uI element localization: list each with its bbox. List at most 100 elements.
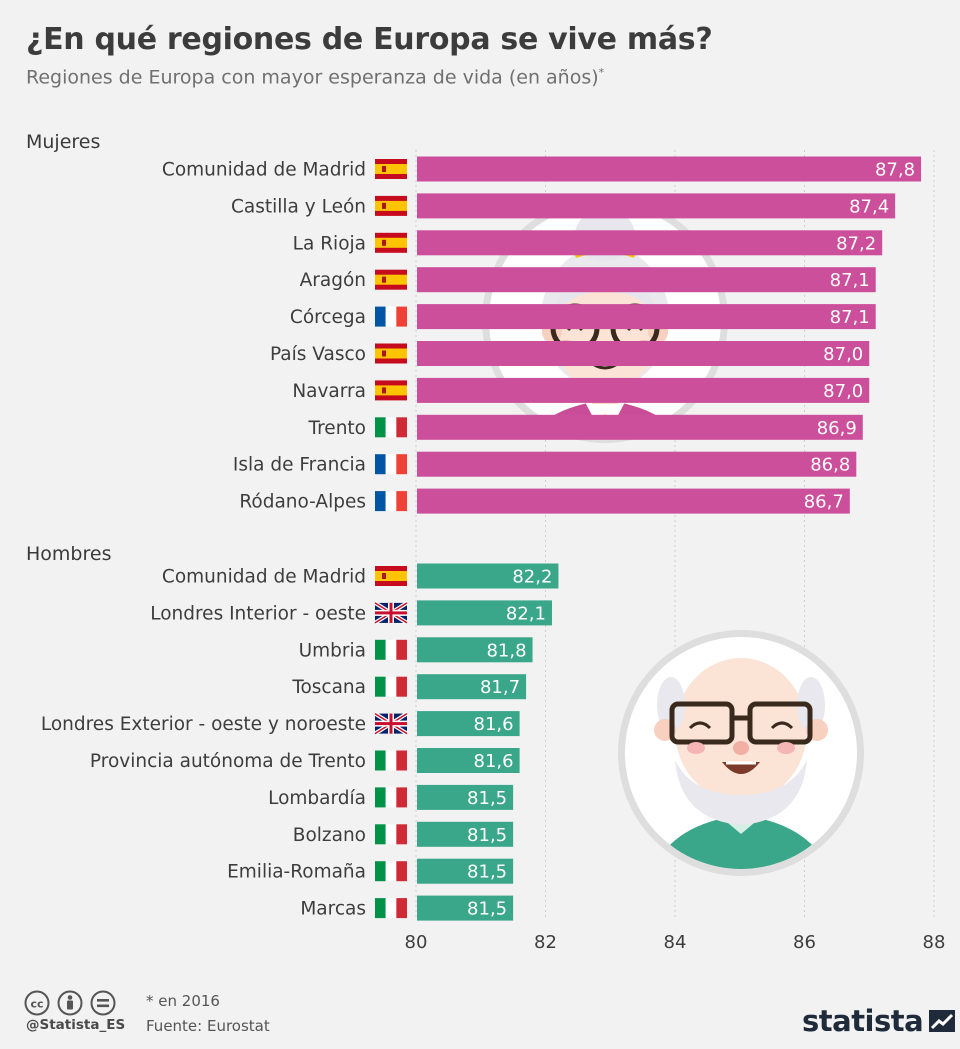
- bar-value-label: 87,1: [830, 307, 870, 328]
- spain-flag-icon: [375, 159, 407, 179]
- bar-value-label: 87,0: [823, 381, 863, 402]
- flag-stripe: [396, 861, 407, 882]
- spain-flag-icon: [375, 269, 407, 290]
- flag-stripe: [396, 676, 407, 697]
- flag-stripe: [385, 787, 397, 808]
- bar: [417, 748, 520, 773]
- flag-stripe: [385, 676, 397, 697]
- flag-stripe: [375, 571, 407, 581]
- bar-value-label: 81,8: [486, 640, 526, 661]
- bar: [417, 637, 533, 663]
- flag-stripe: [385, 417, 397, 438]
- flag-stripe: [375, 274, 407, 285]
- row-label: Bolzano: [293, 825, 366, 846]
- footer: cc @Statista_ES * en 2016 Fuente: Eurost…: [0, 980, 960, 1049]
- bar: [417, 858, 514, 884]
- row-label: Comunidad de Madrid: [162, 160, 366, 181]
- statista-logo-icon: [929, 1010, 956, 1032]
- flag-stripe: [375, 200, 407, 211]
- italy-flag-icon: [375, 676, 407, 697]
- row-label: Londres Exterior - oeste y noroeste: [41, 714, 366, 735]
- x-axis: 80 82 84 86 88: [405, 932, 946, 953]
- cc-icon: cc: [24, 990, 50, 1016]
- row-label: Aragón: [300, 270, 366, 291]
- flag-stripe: [396, 898, 407, 919]
- uk-flag-icon: [373, 601, 409, 625]
- row-label: Navarra: [292, 381, 366, 402]
- brand-wordmark: statista: [802, 1004, 924, 1038]
- row-label: Trento: [308, 418, 366, 439]
- flag-stripe: [375, 787, 386, 808]
- flag-emblem: [382, 276, 386, 283]
- bar: [417, 156, 922, 182]
- page-subtitle: Regiones de Europa con mayor esperanza d…: [26, 66, 604, 88]
- row-label: La Rioja: [293, 233, 366, 254]
- bar: [417, 821, 514, 847]
- bar: [417, 267, 876, 293]
- flag-stripe: [396, 787, 407, 808]
- flag-stripe: [385, 639, 397, 660]
- bar: [417, 674, 527, 700]
- row-label: Comunidad de Madrid: [162, 567, 366, 588]
- bar-value-label: 87,8: [875, 160, 915, 181]
- bar: [417, 600, 552, 626]
- footnote: * en 2016: [146, 992, 220, 1010]
- bar-value-label: 81,5: [467, 862, 507, 883]
- flag-stripe: [375, 491, 386, 512]
- bar-value-label: 87,0: [823, 344, 863, 365]
- flag-stripe: [375, 676, 386, 697]
- bar-value-label: 81,6: [474, 751, 514, 772]
- bar: [417, 563, 559, 589]
- section-label-men: Hombres: [26, 543, 112, 565]
- flag-emblem: [382, 202, 386, 209]
- row-label: Lombardía: [268, 788, 366, 809]
- flag-stripe: [375, 454, 386, 475]
- flag-stripe: [385, 824, 397, 845]
- bar-chart: 87,8 Comunidad de Madrid 87,4 Castilla y Le…: [41, 150, 946, 953]
- italy-flag-icon: [375, 787, 407, 808]
- license-icons: cc: [24, 990, 116, 1016]
- flag-stripe: [396, 491, 407, 512]
- flag-stripe: [375, 348, 407, 359]
- flag-emblem: [382, 239, 386, 246]
- france-flag-icon: [375, 306, 407, 327]
- flag-stripe: [396, 454, 407, 475]
- bar-value-label: 82,1: [506, 603, 546, 624]
- flag-stripe: [375, 417, 386, 438]
- flag-stripe: [385, 861, 397, 882]
- bar: [417, 193, 896, 219]
- flag-cross: [389, 602, 393, 623]
- row-label: Castilla y León: [231, 196, 366, 217]
- uk-flag-icon: [373, 711, 409, 736]
- france-flag-icon: [375, 454, 407, 475]
- svg-text:cc: cc: [30, 998, 43, 1011]
- bar: [417, 488, 850, 514]
- subtitle-text: Regiones de Europa con mayor esperanza d…: [26, 66, 599, 89]
- twitter-handle: @Statista_ES: [26, 1017, 126, 1033]
- flag-stripe: [396, 639, 407, 660]
- bar-value-label: 86,9: [817, 418, 857, 439]
- x-tick-label: 80: [405, 932, 428, 953]
- bar-value-label: 81,5: [467, 899, 507, 920]
- flag-stripe: [375, 385, 407, 396]
- by-icon: [57, 990, 83, 1016]
- spain-flag-icon: [375, 343, 407, 364]
- bar-value-label: 81,6: [474, 714, 514, 735]
- bar: [417, 304, 876, 330]
- flag-cross: [389, 713, 393, 734]
- bar-value-label: 87,4: [849, 196, 889, 217]
- chart-bars: 87,8 Comunidad de Madrid 87,4 Castilla y Le…: [41, 156, 922, 921]
- flag-stripe: [375, 237, 407, 248]
- row-label: Marcas: [300, 899, 366, 920]
- nd-icon: [90, 990, 116, 1016]
- flag-stripe: [375, 750, 386, 771]
- flag-stripe: [396, 306, 407, 327]
- flag-emblem: [382, 350, 386, 357]
- row-label: Provincia autónoma de Trento: [90, 751, 366, 772]
- source-note: Fuente: Eurostat: [146, 1017, 270, 1035]
- italy-flag-icon: [375, 824, 407, 845]
- grandfather-illustration: [618, 630, 864, 876]
- x-tick-label: 82: [534, 932, 557, 953]
- flag-emblem: [382, 387, 386, 394]
- flag-stripe: [385, 306, 397, 327]
